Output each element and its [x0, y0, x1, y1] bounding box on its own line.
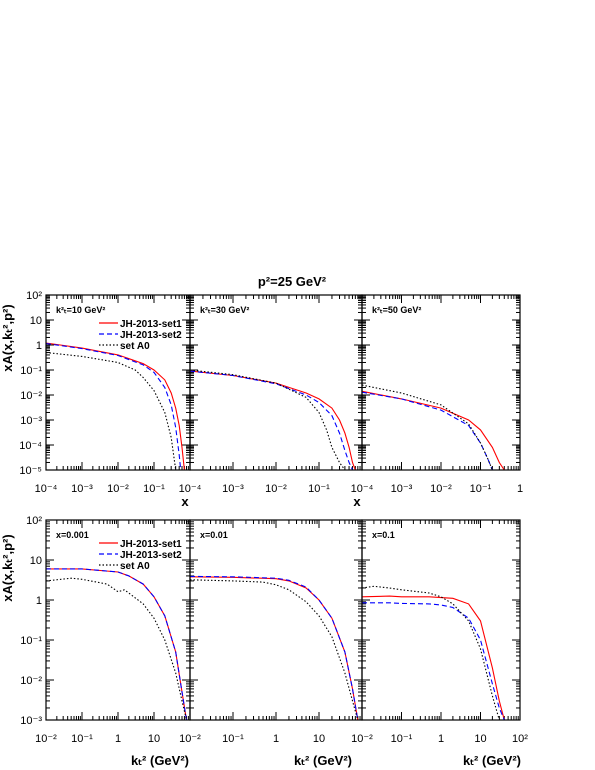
y-tick-label: 10⁻³: [20, 415, 42, 427]
series-group: [46, 342, 185, 470]
legend-label: JH-2013-set1: [120, 319, 182, 330]
panel-1: 10⁻⁴ 10⁻³ 10⁻² 10⁻¹ 10⁻⁵ 10⁻⁴ 10⁻³ 10⁻² 10⁻¹ 1 10 1…: [19, 290, 191, 495]
x-tick-label: 10⁻¹: [391, 733, 413, 745]
x-tick-label: 10²: [512, 733, 528, 745]
series-line-jh-2013-set2: [190, 370, 354, 470]
series-line-jh-2013-set2: [46, 342, 182, 470]
x-tick-label: 1: [273, 733, 279, 745]
y-tick-label: 10⁻¹: [20, 365, 42, 377]
series-line-jh-2013-set1: [362, 595, 509, 720]
x-tick-label: 10⁻³: [391, 483, 413, 495]
x-tick-label: 10⁻⁴: [351, 483, 374, 495]
y-tick-label: 1: [36, 340, 42, 352]
x-tick-label: 10⁻³: [222, 483, 244, 495]
panel-frame: [361, 294, 521, 471]
series-group: [362, 585, 509, 720]
legend-label: set A0: [120, 341, 150, 352]
series-line-jh-2013-set1: [362, 390, 509, 470]
x-tick-label: 10⁻²: [265, 483, 287, 495]
x-tick-label: 10⁻¹: [470, 483, 492, 495]
y-tick-label: 10⁻⁴: [19, 440, 42, 452]
x-tick-label: 10⁻²: [179, 733, 201, 745]
series-group: [190, 369, 356, 470]
y-tick-label: 10²: [26, 290, 42, 302]
x-tick-label: 10⁻³: [71, 483, 93, 495]
x-tick-label: 10⁻²: [430, 483, 452, 495]
series-line-jh-2013-set1: [46, 342, 185, 470]
series-line-jh-2013-set1: [190, 370, 356, 470]
series-line-jh-2013-set2: [362, 602, 505, 720]
series-line-jh-2013-set2: [46, 568, 188, 720]
series-group: [46, 568, 188, 720]
series-line-jh-2013-set1: [190, 576, 359, 720]
series-line-jh-2013-set1: [46, 568, 188, 720]
x-tick-label: 10: [313, 733, 325, 745]
panel-3: 10⁻⁴ 10⁻³ 10⁻² 10⁻¹ 1 k²ₜ=50 GeV²: [351, 294, 523, 495]
row1-x-axis-title-panel1: x: [181, 494, 189, 509]
figure-title: p²=25 GeV²: [258, 274, 327, 289]
series-line-set-a0: [190, 579, 359, 720]
series-line-set-a0: [362, 384, 493, 470]
panel-label: x=0.001: [56, 530, 89, 540]
x-tick-label: 10⁻¹: [222, 733, 244, 745]
series-line-jh-2013-set2: [362, 391, 493, 470]
x-tick-label: 10⁻¹: [71, 733, 93, 745]
y-tick-label: 10⁻³: [20, 715, 42, 727]
legend-label: JH-2013-set2: [120, 550, 182, 561]
x-tick-label: 1: [438, 733, 444, 745]
x-tick-label: 10⁻⁴: [179, 483, 202, 495]
y-tick-label: 10²: [26, 515, 42, 527]
x-tick-label: 10: [474, 733, 486, 745]
x-tick-label: 1: [115, 733, 121, 745]
row2-y-axis-title: xA(x,kₜ²,p²): [0, 534, 15, 601]
series-line-set-a0: [190, 369, 346, 470]
panel-label: x=0.1: [372, 530, 395, 540]
series-line-set-a0: [46, 577, 188, 720]
series-line-jh-2013-set2: [190, 575, 359, 720]
panel-6: 10⁻² 10⁻¹ 1 10 10² x=0.1: [351, 519, 528, 745]
legend-label: JH-2013-set2: [120, 330, 182, 341]
x-tick-label: 1: [517, 483, 523, 495]
y-tick-label: 10⁻²: [20, 675, 42, 687]
y-tick-label: 10⁻²: [20, 390, 42, 402]
y-tick-label: 10: [30, 315, 42, 327]
panel-label: k²ₜ=10 GeV²: [56, 305, 105, 315]
panel-2: 10⁻⁴ 10⁻³ 10⁻² 10⁻¹ k²ₜ=30 GeV²: [179, 294, 363, 495]
panel-label: x=0.01: [200, 530, 228, 540]
series-line-set-a0: [46, 351, 177, 470]
panel-frame: [361, 519, 521, 721]
panel-frame: [189, 294, 363, 471]
legend-label: JH-2013-set1: [120, 539, 182, 550]
x-tick-label: 10⁻²: [351, 733, 373, 745]
row2-x-axis-title-panel2: kₜ² (GeV²): [294, 753, 352, 768]
row2-x-axis-title-panel1: kₜ² (GeV²): [131, 753, 189, 768]
series-group: [190, 575, 359, 720]
panel-5: 10⁻² 10⁻¹ 1 10 x=0.01: [179, 519, 363, 745]
y-tick-label: 10⁻¹: [20, 635, 42, 647]
y-tick-label: 10: [30, 555, 42, 567]
panel-label: k²ₜ=30 GeV²: [200, 305, 249, 315]
x-tick-label: 10⁻²: [35, 733, 57, 745]
x-tick-label: 10⁻²: [107, 483, 129, 495]
row1-x-axis-title-panel2: x: [353, 494, 361, 509]
y-tick-label: 1: [36, 595, 42, 607]
series-group: [362, 384, 509, 470]
row2-x-axis-title-panel3: kₜ² (GeV²): [463, 753, 521, 768]
x-tick-label: 10: [148, 733, 160, 745]
x-tick-label: 10⁻¹: [308, 483, 330, 495]
row1-y-axis-title: xA(x,kₜ²,p²): [0, 304, 15, 371]
x-tick-label: 10⁻⁴: [35, 483, 58, 495]
x-tick-label: 10⁻¹: [143, 483, 165, 495]
y-tick-label: 10⁻⁵: [19, 465, 42, 477]
panel-frame: [189, 519, 363, 721]
series-line-set-a0: [362, 585, 500, 720]
panel-label: k²ₜ=50 GeV²: [372, 305, 421, 315]
legend-label: set A0: [120, 561, 150, 572]
